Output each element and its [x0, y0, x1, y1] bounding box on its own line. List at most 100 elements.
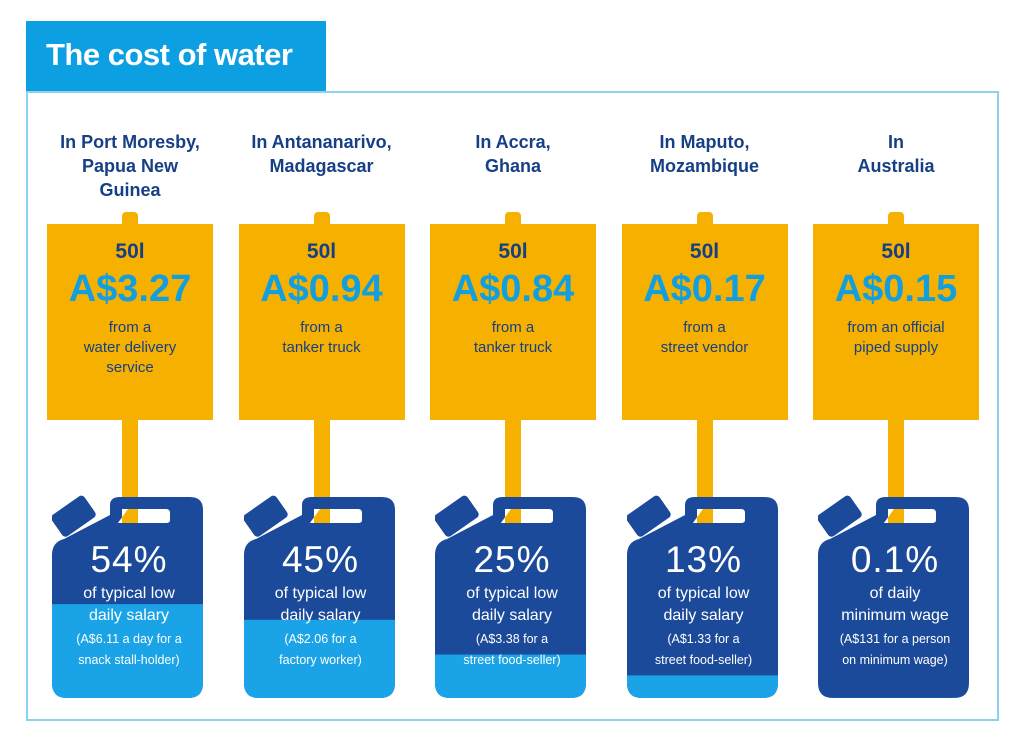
wage-line: daily salary [471, 607, 553, 624]
wage-line: of daily [869, 585, 921, 602]
source-description: from a tanker truck [239, 318, 405, 358]
can-body [435, 497, 586, 698]
price-value: A$0.15 [834, 268, 958, 310]
note-line: street food-seller) [654, 653, 753, 667]
wage-description: of typical low daily salary [627, 583, 781, 627]
wage-line: daily salary [280, 607, 361, 624]
city-heading: In Accra, Ghana [410, 130, 616, 178]
desc-line: piped supply [853, 339, 939, 356]
note-line: (A$131 for a person [839, 632, 951, 646]
price-sign: 50l A$0.15 from an official piped supply [813, 224, 979, 420]
note-line: (A$3.38 for a [475, 632, 549, 646]
page-title: The cost of water [46, 37, 293, 72]
price-sign: 50l A$0.84 from a tanker truck [430, 224, 596, 420]
source-description: from an official piped supply [813, 318, 979, 358]
pole-through-handle [696, 509, 713, 523]
jerrycan-icon: 0.1% of daily minimum wage (A$131 for a … [818, 495, 972, 699]
heading-line: In Antananarivo, [251, 132, 392, 152]
spout-cap [818, 495, 862, 537]
wage-line: of typical low [83, 585, 175, 602]
water-level-fill [243, 619, 395, 698]
desc-line: from a [108, 319, 152, 336]
wage-line: daily salary [663, 607, 744, 624]
wage-line: of typical low [274, 585, 367, 602]
price-value: A$3.27 [68, 268, 192, 310]
heading-line: Papua New [81, 156, 179, 176]
volume-label: 50l [881, 240, 911, 263]
spout-cap [52, 495, 96, 537]
desc-line: service [106, 359, 154, 376]
jerrycan-shape [52, 495, 203, 698]
note-line: on minimum wage) [842, 653, 948, 667]
wage-description: of typical low daily salary [435, 583, 589, 627]
jerrycan-shape [626, 495, 778, 698]
jerrycan-shape [243, 495, 395, 698]
city-heading: In Australia [793, 130, 999, 178]
wage-line: daily salary [88, 607, 170, 624]
price-value: A$0.94 [260, 268, 383, 310]
wage-note: (A$6.11 a day for a snack stall-holder) [52, 629, 206, 671]
spout-cap [243, 495, 288, 537]
wage-note: (A$2.06 for a factory worker) [244, 629, 398, 671]
jerrycan-icon: 54% of typical low daily salary (A$6.11 … [52, 495, 206, 699]
note-line: (A$6.11 a day for a [76, 632, 182, 646]
desc-line: from a [491, 319, 535, 336]
heading-line: In Port Moresby, [60, 132, 200, 152]
heading-line: In [888, 132, 904, 152]
heading-line: In Accra, [475, 132, 551, 152]
percent-of-wage: 25% [473, 539, 551, 580]
percent-of-wage: 0.1% [850, 539, 940, 580]
note-line: (A$2.06 for a [284, 632, 357, 646]
volume-label: 50l [498, 240, 528, 263]
percent-of-wage: 54% [90, 539, 168, 580]
heading-line: Australia [857, 156, 935, 176]
note-line: factory worker) [279, 653, 362, 667]
city-column: In Australia 50l A$0.15 from an official p… [813, 0, 979, 744]
price-value: A$0.84 [451, 268, 575, 310]
pole-through-handle [122, 509, 138, 523]
heading-line: Mozambique [649, 156, 759, 176]
jerrycan-icon: 13% of typical low daily salary (A$1.33 … [626, 495, 781, 699]
title-banner: The cost of water [26, 21, 326, 91]
jerrycan-shape [818, 495, 969, 698]
heading-line: Guinea [99, 180, 161, 200]
percent-of-wage: 13% [664, 539, 743, 580]
desc-line: from a [300, 319, 343, 336]
price-sign: 50l A$0.17 from a street vendor [621, 224, 788, 420]
jerrycan-shape [435, 495, 586, 698]
volume-label: 50l [689, 240, 720, 263]
price-sign: 50l A$0.94 from a tanker truck [238, 224, 405, 420]
city-column: In Accra, Ghana 50l A$0.84 from a tanker t… [430, 0, 596, 744]
city-heading: In Port Moresby, Papua New Guinea [27, 130, 233, 202]
pole-through-handle [888, 509, 904, 523]
desc-line: water delivery [83, 339, 177, 356]
wage-note: (A$131 for a person on minimum wage) [818, 629, 972, 671]
desc-line: tanker truck [473, 339, 553, 356]
can-body [626, 497, 778, 698]
wage-line: of typical low [657, 585, 750, 602]
source-description: from a street vendor [622, 318, 788, 358]
price-sign: 50l A$3.27 from a water delivery service [47, 224, 213, 420]
volume-label: 50l [115, 240, 145, 263]
wage-description: of typical low daily salary [244, 583, 398, 627]
price-value: A$0.17 [643, 268, 766, 310]
note-line: snack stall-holder) [78, 653, 180, 667]
city-column: In Antananarivo, Madagascar 50l A$0.94 fr… [238, 0, 405, 744]
note-line: street food-seller) [463, 653, 561, 667]
city-heading: In Maputo, Mozambique [602, 130, 808, 178]
note-line: (A$1.33 for a [667, 632, 740, 646]
infographic-frame [26, 91, 999, 721]
wage-description: of typical low daily salary [52, 583, 206, 627]
jerrycan-icon: 45% of typical low daily salary (A$2.06 … [243, 495, 398, 699]
pole-through-handle [505, 509, 521, 523]
source-description: from a tanker truck [430, 318, 596, 358]
city-heading: In Antananarivo, Madagascar [219, 130, 425, 178]
volume-label: 50l [306, 240, 337, 263]
jerrycan-icon: 25% of typical low daily salary (A$3.38 … [435, 495, 589, 699]
heading-line: Madagascar [269, 156, 374, 176]
heading-line: Ghana [484, 156, 541, 176]
desc-line: from a [683, 319, 726, 336]
heading-line: In Maputo, [659, 132, 750, 152]
wage-line: minimum wage [841, 607, 949, 624]
desc-line: street vendor [660, 339, 749, 356]
